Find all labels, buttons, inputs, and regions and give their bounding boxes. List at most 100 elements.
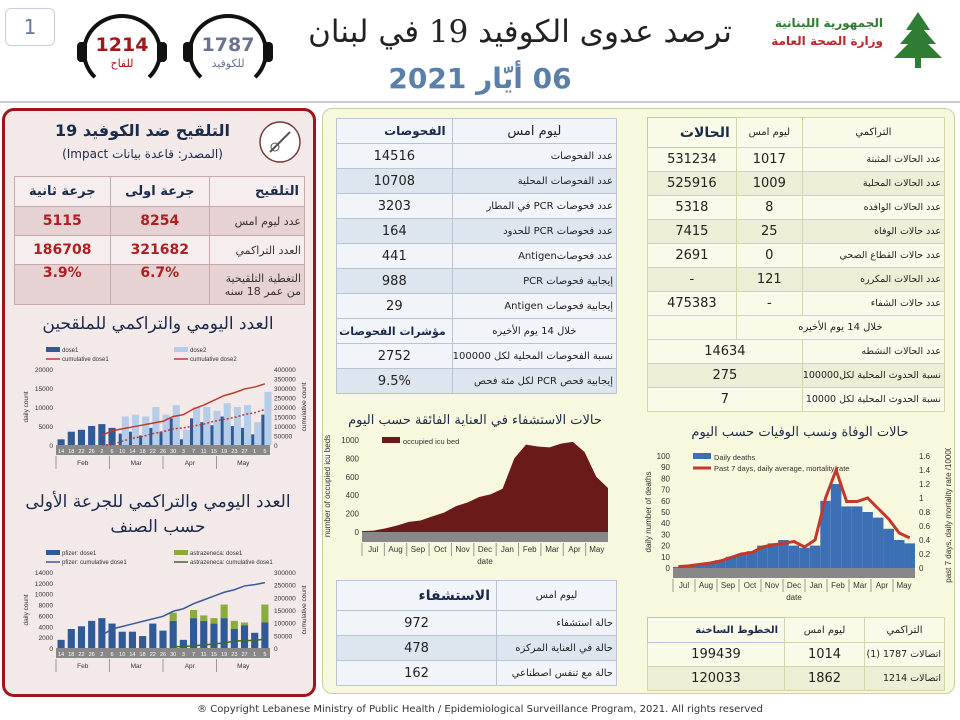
- row-label: عدد الحالات النشطه: [801, 339, 946, 364]
- row-label: عدد الحالات الوافده: [801, 195, 946, 220]
- y-tick-label: 0: [49, 443, 53, 450]
- x-tick-label: 26: [160, 652, 166, 658]
- x-tick-label: 6: [111, 449, 114, 455]
- row-value: 1014: [784, 642, 865, 667]
- row-label: إيجابية فحوصات Antigen: [451, 293, 618, 319]
- row-label: نسبة الحدوث المحلية لكل100000: [801, 363, 946, 388]
- table-row: عدد ليوم امس 8254 5115: [14, 206, 305, 236]
- month-label: Mar: [131, 663, 143, 670]
- month-label: Apr: [185, 460, 196, 467]
- row-value: 275: [647, 363, 803, 388]
- deaths-chart-title: حالات الوفاة ونسب الوفيات حسب اليوم: [691, 425, 909, 440]
- y-tick-label: 400: [346, 491, 360, 500]
- bar: [261, 622, 269, 648]
- row-label: التغطية التلقيحية من عمر 18 سنه: [209, 264, 305, 305]
- table-row: عدد حالات القطاع الصحي 0 2691: [647, 243, 946, 268]
- row-value: 164: [336, 218, 453, 244]
- row-value: 8: [735, 195, 803, 220]
- page-number: 1: [5, 8, 55, 46]
- bar: [57, 439, 65, 445]
- bar: [872, 517, 884, 568]
- bar: [704, 562, 716, 568]
- bar: [725, 556, 737, 568]
- y-tick-label: 70: [661, 486, 670, 495]
- bar: [254, 422, 262, 445]
- bar: [182, 429, 191, 445]
- legend-label: Daily deaths: [714, 453, 756, 462]
- row-value: 7415: [647, 219, 737, 244]
- y-tick-label: 5000: [39, 424, 54, 431]
- x-tick-label: 11: [201, 449, 207, 455]
- y2-tick-label: 350000: [274, 377, 296, 384]
- legend-swatch: [382, 437, 400, 443]
- month-label: Feb: [77, 460, 89, 467]
- series-line: [678, 465, 911, 569]
- header-yesterday: ليوم امس: [735, 117, 803, 148]
- x-axis-band: [362, 532, 608, 542]
- month-label: Jul: [679, 581, 689, 590]
- row-label: نسبة الحدوث المحلية لكل 10000: [801, 387, 946, 412]
- table-row: عدد فحوصات PCR في المطار 3203: [336, 193, 618, 219]
- table-row: عدد الحالات المحلية 1009 525916: [647, 171, 946, 196]
- x-tick-label: 22: [150, 449, 156, 455]
- x-tick-label: 26: [89, 652, 95, 658]
- row-label: اتصالات 1787 (1): [864, 642, 945, 667]
- cases-table: التراكمي ليوم امس الحالات عدد الحالات المث…: [647, 117, 946, 412]
- month-label: Nov: [765, 581, 779, 590]
- x-tick-label: 22: [78, 652, 84, 658]
- bar: [108, 427, 116, 445]
- y-axis-label: daily number of deaths: [644, 472, 653, 553]
- bar: [67, 431, 75, 445]
- deaths-mortality-chart: 0 10 20 30 40 50 60 70 80 90 100 0 0.2 0.4 0.6 0.8 1 1.2 1…: [644, 448, 953, 602]
- dose1-value: 321682: [109, 235, 211, 265]
- empty-cell: [647, 315, 737, 340]
- bar: [220, 604, 228, 619]
- x-tick-label: 10: [119, 449, 125, 455]
- copyright-footer: ® Copyright Lebanese Ministry of Public …: [197, 704, 763, 715]
- y-tick-label: 10: [661, 553, 670, 562]
- row-label: اتصالات 1214: [864, 666, 945, 691]
- x-tick-label: 22: [78, 449, 84, 455]
- x-axis-label: date: [786, 593, 802, 602]
- table-row: العدد التراكمي 321682 186708: [14, 235, 305, 265]
- bar: [841, 506, 852, 568]
- chart2-title: العدد اليومي والتراكمي للجرعة الأولى حسب…: [25, 492, 291, 537]
- bar: [169, 620, 177, 648]
- x-tick-label: 11: [201, 652, 207, 658]
- y-axis-label: daily count: [23, 391, 30, 422]
- bar: [778, 540, 789, 568]
- table-row: نسبة الحدوث المحلية لكل 10000 7: [647, 387, 946, 412]
- table-row: عدد الحالات الوافده 8 5318: [647, 195, 946, 220]
- vaccination-source: (المصدر: قاعدة بيانات Impact): [62, 147, 223, 161]
- tests-table: ليوم امس الفحوصات عدد الفحوصات 14516 عدد ال…: [336, 118, 618, 394]
- y2-tick-label: 0.6: [919, 522, 931, 531]
- month-label: May: [237, 460, 250, 467]
- vaccine-syringe-icon: [259, 121, 301, 163]
- legend-label: dose2: [190, 348, 207, 354]
- header-yesterday: ليوم امس: [496, 580, 617, 611]
- legend-label: pfizer: dose1: [62, 551, 97, 557]
- report-date: 06 أيّار 2021: [388, 62, 572, 95]
- row-label: عدد الحالات المثبتة: [801, 147, 946, 172]
- month-label: Feb: [77, 663, 89, 670]
- table-row: عدد الحالات النشطه 14634: [647, 339, 946, 364]
- x-tick-label: 19: [221, 652, 227, 658]
- bar: [851, 506, 863, 568]
- row-label: حالة مع تنفس اصطناعي: [496, 660, 617, 686]
- x-tick-label: 30: [170, 449, 176, 455]
- month-label: Feb: [831, 581, 845, 590]
- table-row: التغطية التلقيحية من عمر 18 سنه 6.7% 3.9%: [14, 264, 305, 305]
- table-row: حالة مع تنفس اصطناعي 162: [336, 660, 617, 686]
- y2-tick-label: 300000: [274, 386, 296, 393]
- bar: [883, 528, 894, 568]
- x-tick-label: 23: [231, 449, 237, 455]
- bar: [223, 403, 231, 445]
- hotline-vaccine-badge: 1214 للقاح: [74, 12, 170, 92]
- bar: [757, 545, 768, 568]
- y-axis-label: daily count: [23, 594, 30, 625]
- bar: [98, 618, 106, 648]
- y-tick-label: 200: [346, 510, 360, 519]
- x-axis-band: [56, 445, 270, 455]
- y-tick-label: 60: [661, 497, 670, 506]
- x-tick-label: 14: [129, 652, 135, 658]
